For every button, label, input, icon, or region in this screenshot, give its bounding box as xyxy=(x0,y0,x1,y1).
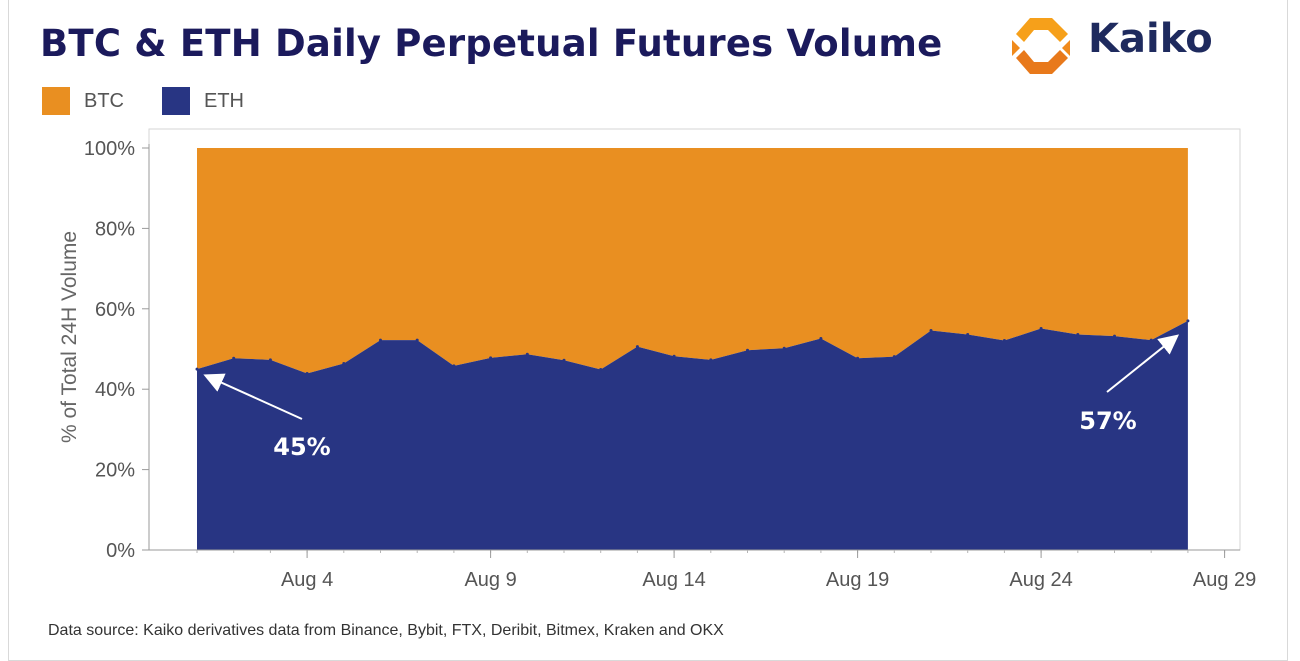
eth-data-point xyxy=(856,356,860,360)
eth-data-point xyxy=(709,358,713,362)
eth-data-point xyxy=(782,346,786,350)
x-tick-label: Aug 14 xyxy=(642,569,705,591)
series-area-btc xyxy=(197,148,1188,374)
eth-data-point xyxy=(268,358,272,362)
eth-data-point xyxy=(1149,338,1153,342)
y-tick-label: 100% xyxy=(84,138,135,160)
eth-data-point xyxy=(195,367,199,371)
legend-item-eth[interactable]: ETH xyxy=(162,86,244,116)
annotation-arrow-end xyxy=(1106,334,1180,393)
eth-data-point xyxy=(819,337,823,341)
eth-data-point xyxy=(489,356,493,360)
eth-data-point xyxy=(452,364,456,368)
legend-label-eth: ETH xyxy=(204,89,244,112)
x-tick-label: Aug 29 xyxy=(1193,569,1256,591)
x-tick-label: Aug 19 xyxy=(826,569,889,591)
logo-text: Kaiko xyxy=(1088,16,1213,62)
eth-data-point xyxy=(892,355,896,359)
eth-data-point xyxy=(1039,326,1043,330)
legend-label-btc: BTC xyxy=(84,89,124,112)
chart-area: 0% 20% 40% 60% 80% 100% % of Total 24H Volume A… xyxy=(58,128,1256,591)
eth-data-point xyxy=(415,338,419,342)
y-tick-label: 0% xyxy=(106,540,135,562)
eth-data-point xyxy=(379,338,382,342)
eth-data-point xyxy=(1076,333,1080,337)
eth-data-point xyxy=(635,345,639,349)
data-source-note: Data source: Kaiko derivatives data from… xyxy=(48,622,724,639)
x-tick-label: Aug 24 xyxy=(1009,569,1072,591)
y-tick-label: 40% xyxy=(95,379,135,401)
y-tick-label: 80% xyxy=(95,218,135,240)
legend-swatch-btc xyxy=(42,87,70,115)
eth-data-point xyxy=(746,348,749,352)
eth-data-point xyxy=(525,352,529,356)
eth-data-point xyxy=(342,361,346,365)
annotation-label-end: 57% xyxy=(1079,407,1136,435)
x-tick-label: Aug 4 xyxy=(281,569,333,591)
eth-data-point xyxy=(232,356,236,360)
eth-data-point xyxy=(562,358,566,362)
chart-title: BTC & ETH Daily Perpetual Futures Volume xyxy=(40,22,943,65)
y-axis-title: % of Total 24H Volume xyxy=(58,231,81,443)
y-tick-label: 20% xyxy=(95,460,135,482)
y-tick-label: 60% xyxy=(95,299,135,321)
eth-data-point xyxy=(1113,334,1116,338)
eth-data-point xyxy=(599,368,603,372)
series-area-eth xyxy=(197,320,1188,550)
kaiko-logo: Kaiko xyxy=(1008,14,1238,78)
x-tick-label: Aug 9 xyxy=(464,569,516,591)
kaiko-logo-icon xyxy=(1012,18,1070,74)
eth-data-point xyxy=(929,329,933,333)
legend-item-btc[interactable]: BTC xyxy=(42,86,124,116)
eth-data-point xyxy=(672,354,676,358)
eth-data-point xyxy=(1186,319,1190,323)
eth-data-point xyxy=(1002,339,1006,343)
annotation-label-start: 45% xyxy=(273,433,330,461)
eth-data-point xyxy=(305,372,309,376)
legend-swatch-eth xyxy=(162,87,190,115)
annotation-arrow-start xyxy=(203,373,303,420)
eth-data-point xyxy=(966,333,970,337)
